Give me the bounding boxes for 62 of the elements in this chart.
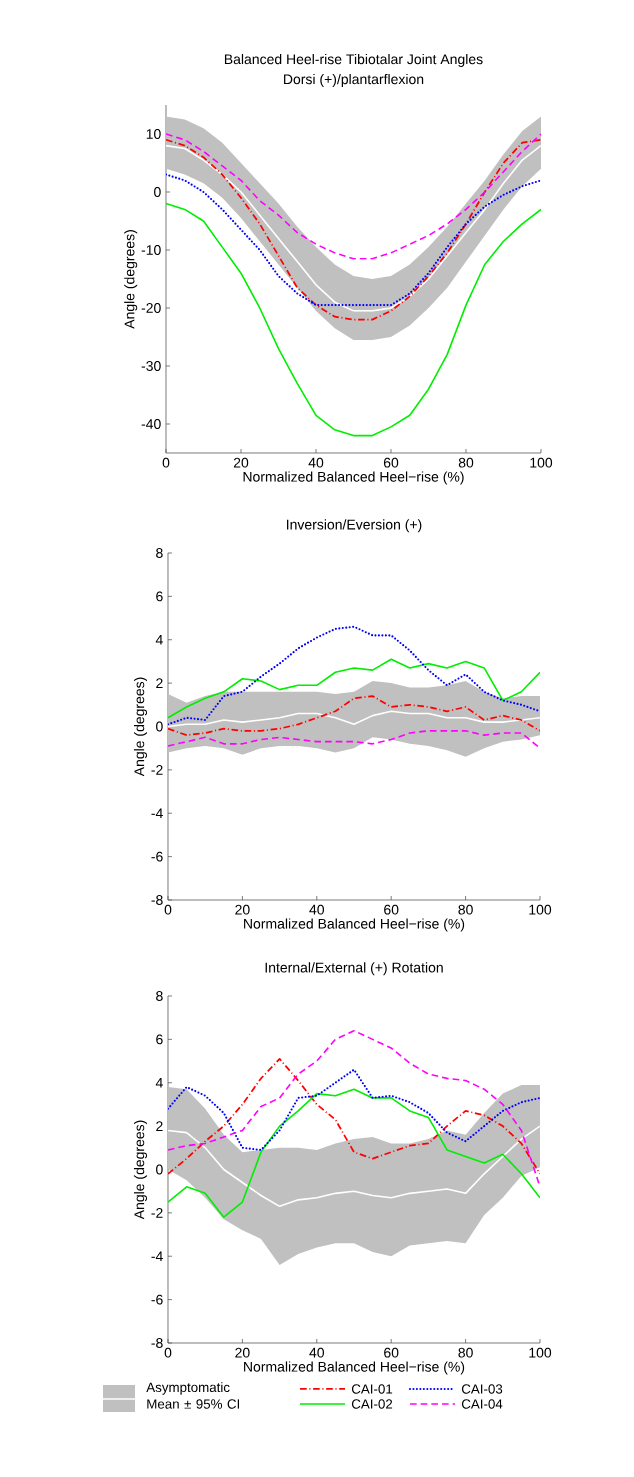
x-axis-title: Normalized Balanced Heel−rise (%) [244,1361,465,1375]
y-tick-label: -4 [151,1251,163,1262]
legend-label: CAI-04 [461,1399,503,1409]
y-tick-label: -4 [151,808,163,819]
x-tick-label: 80 [458,904,473,915]
y-tick-label: 2 [156,678,163,688]
x-axis-title: Normalized Balanced Heel−rise (%) [243,471,464,485]
line-series [168,1125,540,1208]
y-axis-title: Angle (degrees) [133,677,148,777]
line-series [166,202,541,437]
line-series [168,658,540,719]
y-axis-title: Angle (degrees) [133,1120,148,1220]
y-tick-label: 6 [156,591,163,602]
x-tick-label: 20 [233,457,249,468]
y-tick-label: -8 [151,1338,163,1348]
chart-title: Internal/External (+) Rotation [265,962,443,976]
x-tick-label: 0 [164,904,172,915]
legend-label: CAI-02 [351,1399,393,1409]
legend-label: CAI-03 [461,1384,503,1394]
y-tick-label: -6 [151,851,163,862]
x-tick-label: 100 [529,904,552,915]
x-tick-label: 60 [384,904,399,915]
y-tick-label: -6 [151,1294,163,1305]
line-series [168,1058,540,1175]
x-tick-label: 40 [309,904,325,915]
chart-subtitle: Dorsi (+)/plantarflexion [284,73,424,87]
x-tick-label: 60 [384,1347,399,1358]
y-tick-label: 2 [156,1121,163,1131]
y-tick-label: -10 [141,245,161,255]
legend-label: Asymptomatic Mean ± 95% CI [146,1382,240,1409]
y-tick-label: -2 [151,764,163,775]
y-tick-label: 6 [156,1034,163,1045]
y-tick-label: 4 [155,1077,163,1088]
line-series [168,1088,540,1218]
x-tick-label: 20 [235,1347,250,1358]
y-tick-label: -40 [141,419,161,429]
y-tick-label: -8 [151,895,163,905]
x-tick-label: 40 [308,457,324,468]
x-tick-label: 100 [529,1347,552,1358]
x-tick-label: 0 [164,1347,172,1358]
y-tick-label: 0 [156,721,163,732]
y-tick-label: 0 [154,187,161,197]
x-tick-label: 20 [235,904,250,915]
legend-label: CAI-01 [351,1384,393,1394]
y-tick-label: -30 [141,361,161,371]
y-tick-label: -2 [151,1207,163,1218]
y-tick-label: 0 [156,1164,163,1175]
x-tick-label: 40 [309,1347,325,1358]
y-tick-label: 8 [156,991,163,1001]
x-axis-title: Normalized Balanced Heel−rise (%) [244,918,465,932]
x-tick-label: 100 [530,457,553,468]
y-tick-label: -20 [141,303,161,313]
y-tick-label: 10 [146,129,161,139]
y-tick-label: 8 [156,548,163,558]
x-tick-label: 80 [458,1347,473,1358]
chart-title: Inversion/Eversion (+) [287,519,422,533]
y-axis-title: Angle (degrees) [124,230,138,329]
line-series [168,625,540,726]
chart-title: Balanced Heel-rise Tibiotalar Joint Angles [224,53,483,67]
x-tick-label: 60 [383,457,399,468]
y-tick-label: 4 [155,634,163,645]
x-tick-label: 80 [458,457,474,468]
